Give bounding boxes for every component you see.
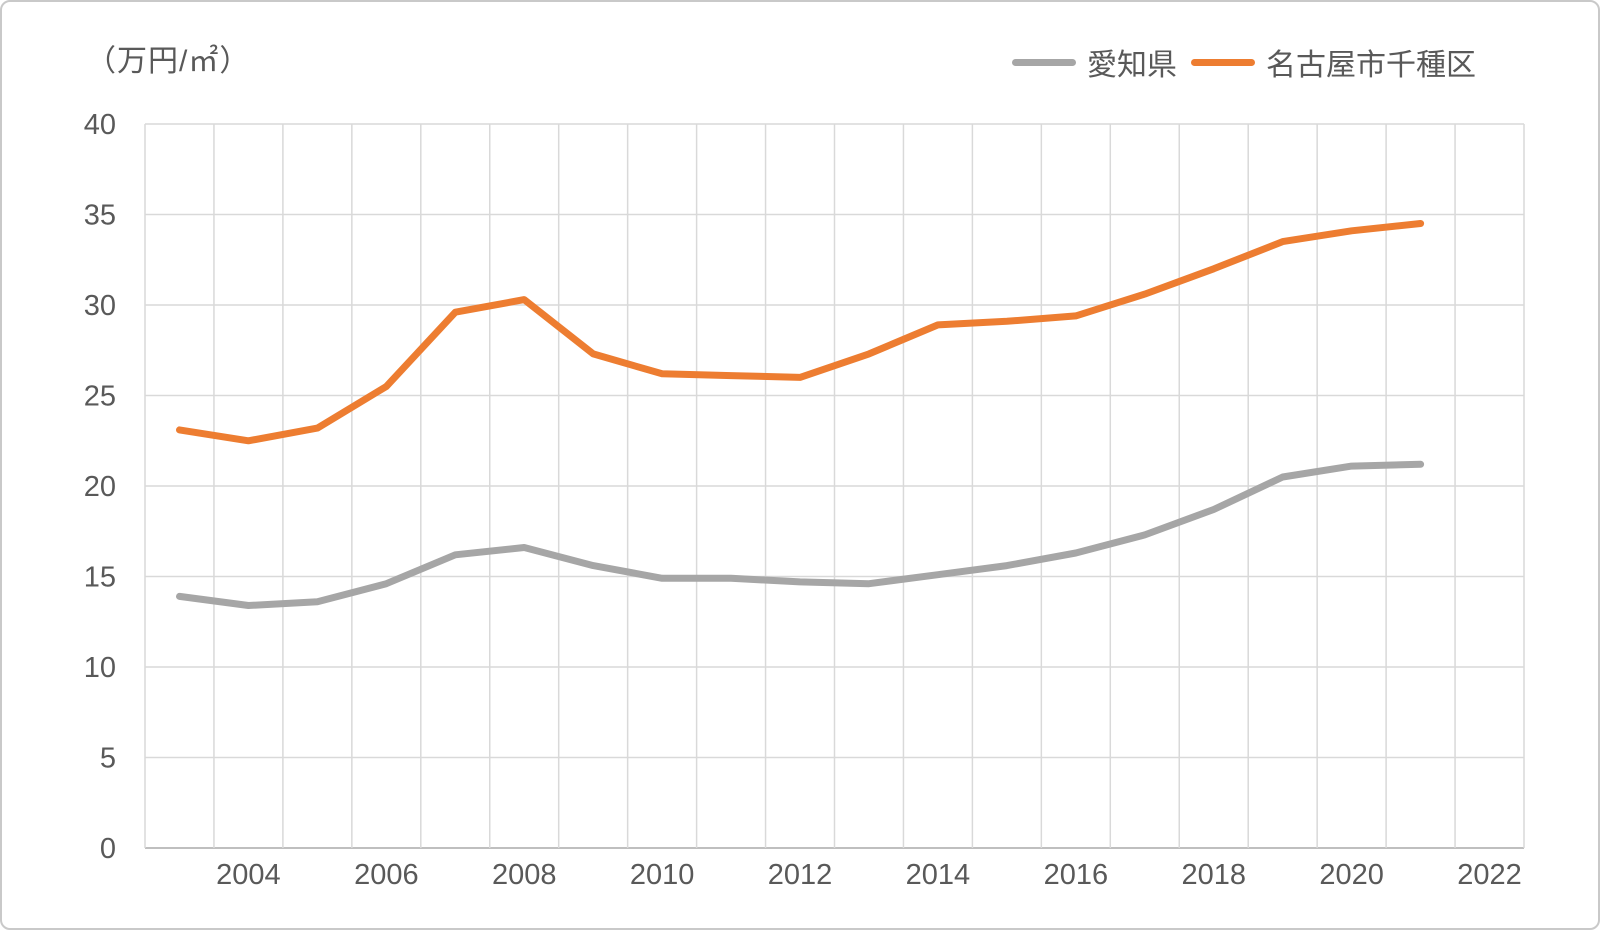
legend: 愛知県 名古屋市千種区: [1012, 40, 1476, 84]
x-tick-label: 2004: [216, 859, 281, 891]
x-tick-label: 2008: [492, 859, 557, 891]
legend-label-chikusa: 名古屋市千種区: [1266, 49, 1476, 82]
y-axis-unit-label: （万円/㎡）: [86, 45, 251, 78]
x-tick-label: 2022: [1457, 859, 1522, 891]
series-line-1: [176, 220, 1425, 445]
y-tick-label: 10: [84, 652, 116, 684]
legend-label-aichi: 愛知県: [1087, 49, 1177, 82]
y-tick-label: 35: [84, 200, 116, 232]
y-tick-label: 15: [84, 562, 116, 594]
legend-item-aichi: 愛知県: [1012, 40, 1177, 84]
x-tick-label: 2016: [1044, 859, 1109, 891]
x-tick-label: 2010: [630, 859, 695, 891]
y-tick-label: 5: [100, 743, 116, 775]
x-tick-label: 2014: [906, 859, 971, 891]
x-tick-label: 2006: [354, 859, 419, 891]
series-line-0: [176, 460, 1425, 609]
x-tick-label: 2012: [768, 859, 833, 891]
x-tick-label: 2020: [1319, 859, 1384, 891]
y-tick-label: 30: [84, 290, 116, 322]
x-tick-label: 2018: [1181, 859, 1246, 891]
legend-line-swatch-chikusa: [1191, 58, 1255, 66]
y-tick-label: 25: [84, 381, 116, 413]
legend-line-swatch-aichi: [1012, 58, 1076, 66]
y-tick-label: 40: [84, 109, 116, 141]
y-tick-label: 0: [100, 833, 116, 865]
legend-item-chikusa: 名古屋市千種区: [1191, 40, 1476, 84]
y-tick-label: 20: [84, 471, 116, 503]
